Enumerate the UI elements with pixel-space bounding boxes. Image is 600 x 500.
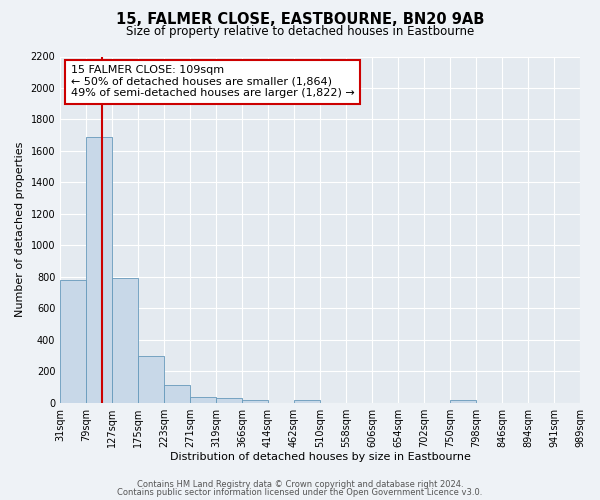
Y-axis label: Number of detached properties: Number of detached properties [15, 142, 25, 318]
Bar [60, 280, 86, 402]
Text: Contains public sector information licensed under the Open Government Licence v3: Contains public sector information licen… [118, 488, 482, 497]
X-axis label: Distribution of detached houses by size in Eastbourne: Distribution of detached houses by size … [170, 452, 470, 462]
Bar [294, 400, 320, 402]
Text: Size of property relative to detached houses in Eastbourne: Size of property relative to detached ho… [126, 25, 474, 38]
Bar [242, 400, 268, 402]
Text: Contains HM Land Registry data © Crown copyright and database right 2024.: Contains HM Land Registry data © Crown c… [137, 480, 463, 489]
Bar [86, 137, 112, 402]
Text: 15, FALMER CLOSE, EASTBOURNE, BN20 9AB: 15, FALMER CLOSE, EASTBOURNE, BN20 9AB [116, 12, 484, 28]
Bar [164, 386, 190, 402]
Bar [112, 278, 139, 402]
Bar [139, 356, 164, 403]
Bar [190, 397, 217, 402]
Text: 15 FALMER CLOSE: 109sqm
← 50% of detached houses are smaller (1,864)
49% of semi: 15 FALMER CLOSE: 109sqm ← 50% of detache… [71, 65, 355, 98]
Bar [217, 398, 242, 402]
Bar [451, 400, 476, 402]
